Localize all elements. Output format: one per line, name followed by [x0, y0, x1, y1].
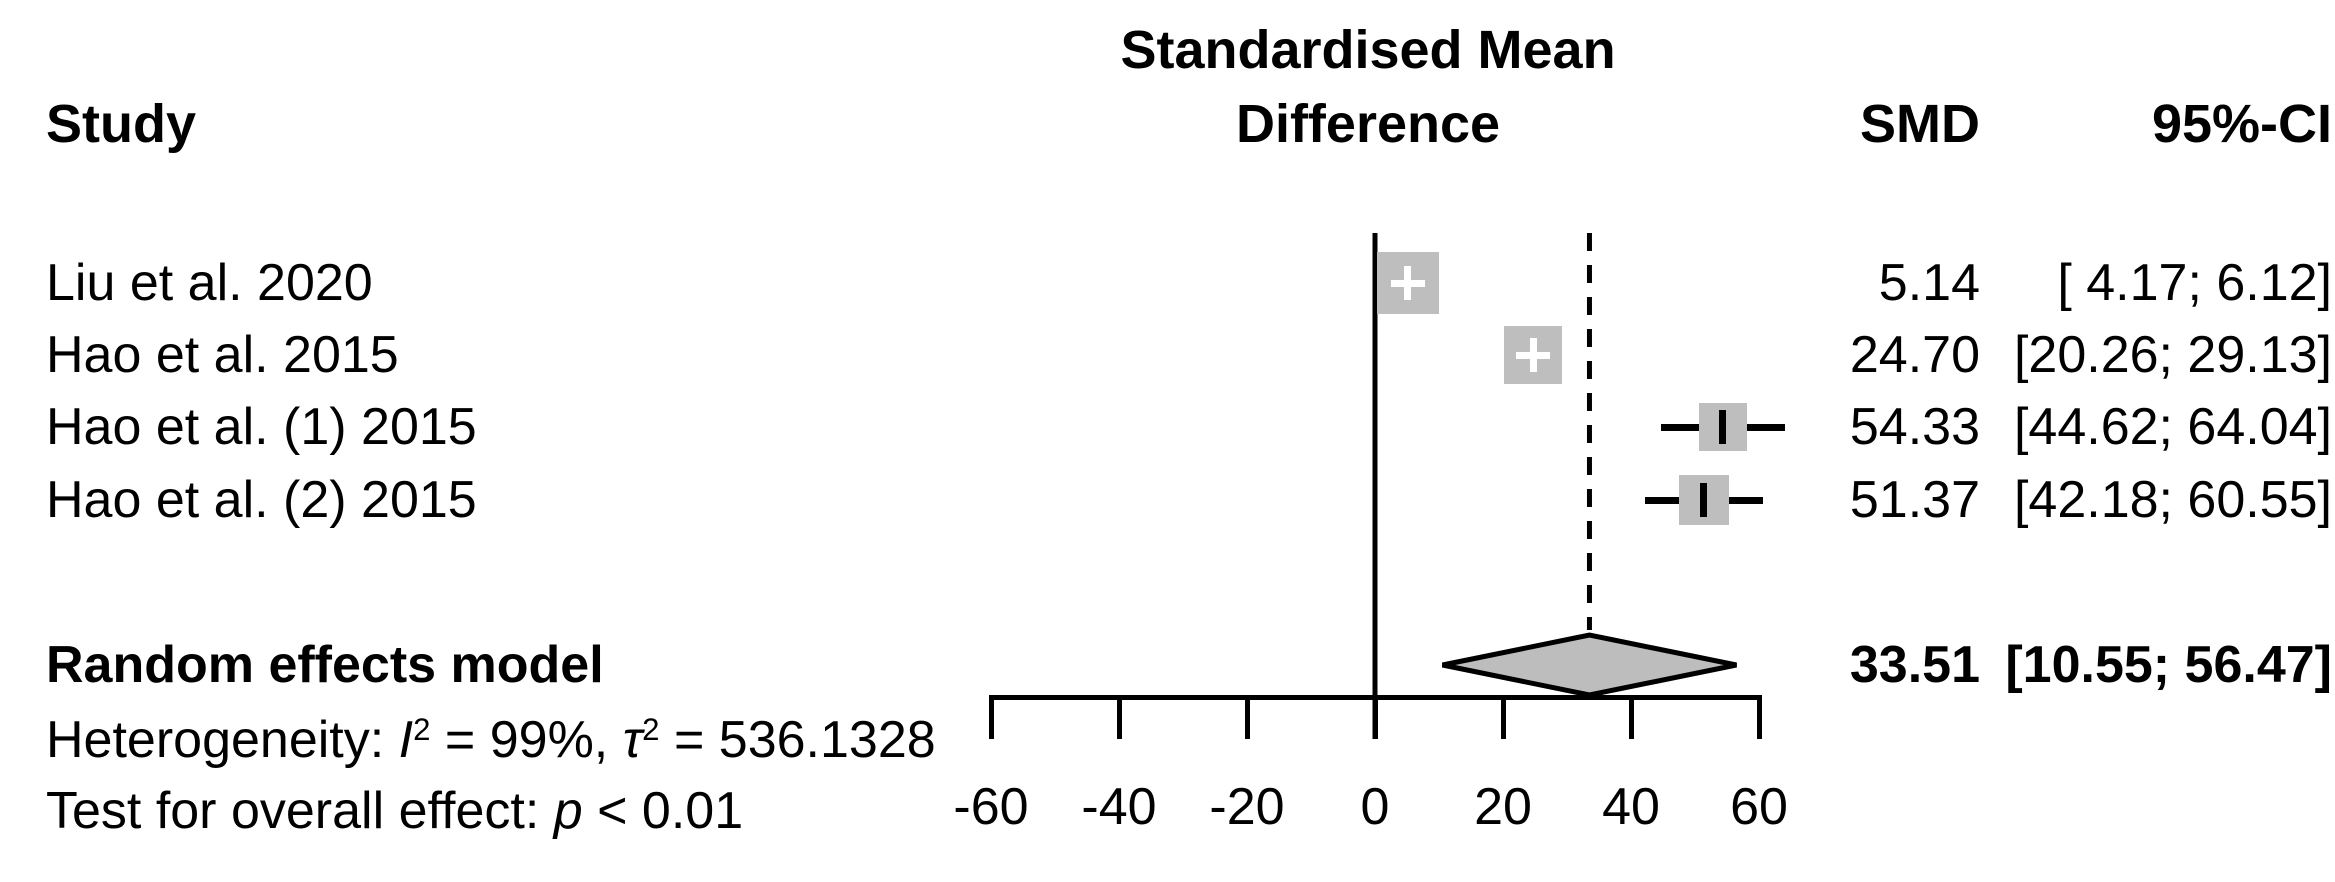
heterogeneity-note: Heterogeneity: I2 = 99%, τ2 = 536.1328	[46, 711, 936, 769]
summary-row-label: Random effects model	[46, 636, 604, 694]
tau-squared-symbol: τ	[622, 711, 643, 769]
column-header-study: Study	[46, 94, 197, 154]
plot-title-line2: Difference	[1235, 94, 1501, 154]
x-axis-tick-label: -60	[953, 778, 1029, 836]
x-axis-tick-label: 0	[1360, 778, 1390, 836]
study-row-2-smd-value: 54.33	[1849, 398, 1980, 456]
study-row-2-ci-value: [44.62; 64.04]	[2013, 398, 2332, 456]
estimate-marker	[1404, 266, 1412, 300]
study-row-1-ci-value: [20.26; 29.13]	[2013, 326, 2332, 384]
study-row-0-smd-value: 5.14	[1878, 254, 1980, 312]
study-row-1-label: Hao et al. 2015	[46, 326, 399, 384]
x-axis-tick	[1628, 695, 1634, 739]
x-axis-tick	[1116, 695, 1122, 739]
x-axis-tick	[988, 695, 994, 739]
study-row-3-label: Hao et al. (2) 2015	[46, 471, 477, 529]
x-axis-tick	[1756, 695, 1762, 739]
plot-title-line1: Standardised Mean	[1120, 20, 1616, 80]
x-axis-tick	[1244, 695, 1250, 739]
study-row-3-smd-value: 51.37	[1849, 471, 1980, 529]
study-row-0-ci-value: [ 4.17; 6.12]	[2057, 254, 2332, 312]
study-row-3-ci-value: [42.18; 60.55]	[2013, 471, 2332, 529]
x-axis-tick-label: 20	[1474, 778, 1532, 836]
summary-diamond	[1442, 632, 1737, 698]
overall-effect-note: Test for overall effect: p < 0.01	[46, 782, 744, 840]
x-axis-tick	[1500, 695, 1506, 739]
x-axis-tick-label: 60	[1730, 778, 1788, 836]
study-row-2-label: Hao et al. (1) 2015	[46, 398, 477, 456]
summary-row-smd-value: 33.51	[1849, 636, 1980, 694]
p-symbol: p	[553, 782, 583, 840]
column-header-smd: SMD	[1860, 94, 1980, 154]
study-row-0-label: Liu et al. 2020	[46, 254, 373, 312]
study-row-1-smd-value: 24.70	[1849, 326, 1980, 384]
x-axis-tick	[1372, 695, 1378, 739]
x-axis-tick-label: -20	[1209, 778, 1285, 836]
estimate-marker	[1719, 410, 1727, 444]
summary-row-ci-value: [10.55; 56.47]	[2005, 636, 2332, 694]
i-squared-symbol: I	[398, 711, 414, 769]
estimate-marker	[1529, 338, 1537, 372]
x-axis-tick-label: 40	[1602, 778, 1660, 836]
estimate-marker	[1700, 483, 1708, 517]
column-header-ci: 95%-CI	[2151, 94, 2332, 154]
x-axis-tick-label: -40	[1081, 778, 1157, 836]
